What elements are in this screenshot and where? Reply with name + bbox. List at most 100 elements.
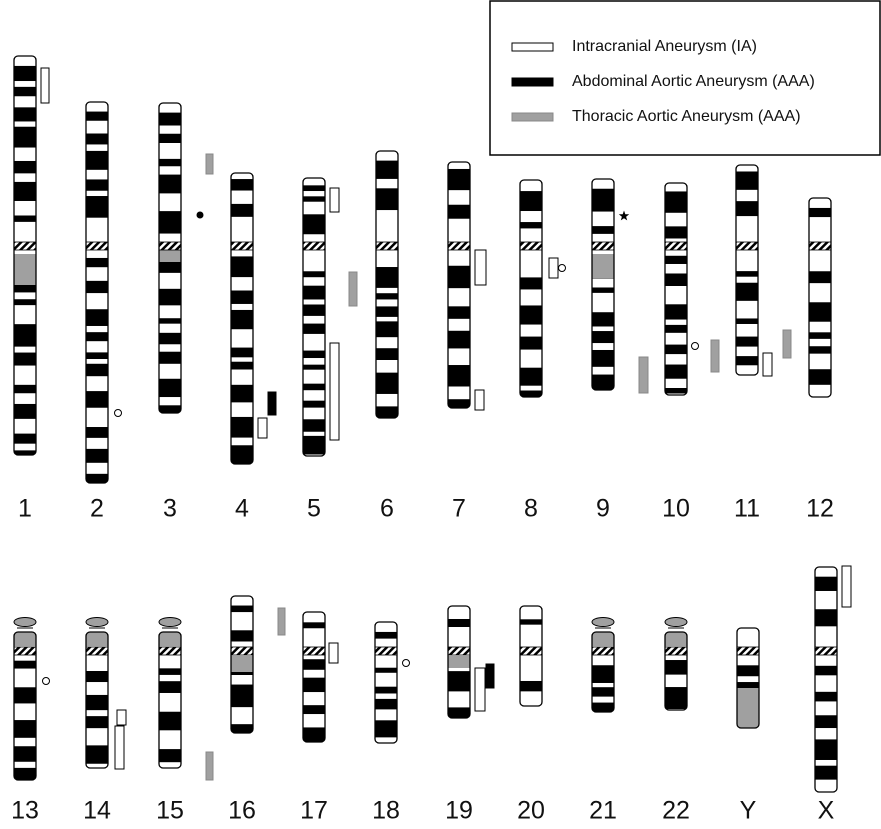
region-marker bbox=[349, 272, 357, 306]
chromosome bbox=[520, 606, 542, 706]
centromere bbox=[86, 242, 108, 250]
band bbox=[14, 353, 36, 366]
band bbox=[809, 332, 831, 339]
band bbox=[448, 205, 470, 219]
band bbox=[520, 337, 542, 350]
chromosome-label: 10 bbox=[662, 495, 690, 523]
centromere bbox=[665, 242, 687, 250]
band bbox=[86, 151, 108, 170]
chromosome bbox=[14, 618, 36, 781]
band bbox=[448, 619, 470, 627]
locus-circle bbox=[43, 678, 50, 685]
centromere bbox=[376, 242, 398, 250]
band bbox=[86, 449, 108, 463]
centromere bbox=[592, 242, 614, 250]
band bbox=[303, 384, 325, 391]
band bbox=[665, 191, 687, 212]
band bbox=[231, 606, 253, 613]
legend-swatch bbox=[512, 78, 553, 86]
band-gray bbox=[592, 254, 614, 278]
band bbox=[303, 351, 325, 358]
satellite bbox=[592, 618, 614, 627]
band bbox=[86, 474, 108, 483]
chromosome-label: 1 bbox=[18, 495, 32, 523]
band bbox=[665, 687, 687, 709]
band bbox=[159, 352, 181, 364]
band bbox=[159, 289, 181, 306]
band bbox=[736, 271, 758, 277]
centromere bbox=[86, 647, 108, 655]
satellite bbox=[14, 618, 36, 627]
band bbox=[303, 705, 325, 714]
centromere bbox=[375, 647, 397, 655]
band bbox=[231, 685, 253, 708]
centromere bbox=[665, 647, 687, 655]
band bbox=[14, 687, 36, 703]
band bbox=[86, 112, 108, 121]
band bbox=[159, 668, 181, 675]
band-gray bbox=[159, 250, 181, 262]
satellite bbox=[665, 618, 687, 627]
satellite bbox=[159, 618, 181, 627]
chromosome-label: 19 bbox=[445, 797, 473, 825]
band bbox=[14, 385, 36, 393]
band bbox=[14, 66, 36, 81]
band-gray bbox=[14, 254, 36, 285]
band bbox=[520, 391, 542, 397]
band bbox=[86, 364, 108, 376]
band bbox=[520, 681, 542, 691]
band bbox=[159, 211, 181, 233]
band bbox=[231, 417, 253, 438]
band bbox=[376, 306, 398, 316]
region-marker bbox=[330, 343, 339, 440]
band bbox=[303, 727, 325, 742]
band bbox=[376, 321, 398, 337]
band bbox=[14, 720, 36, 738]
band bbox=[592, 350, 614, 367]
band bbox=[159, 159, 181, 166]
band bbox=[815, 766, 837, 780]
legend-label: Thoracic Aortic Aneurysm (AAA) bbox=[572, 108, 801, 125]
band bbox=[231, 256, 253, 277]
region-marker bbox=[117, 710, 126, 725]
band bbox=[376, 348, 398, 360]
band bbox=[376, 373, 398, 394]
chromosome bbox=[159, 103, 181, 413]
band bbox=[592, 287, 614, 292]
band bbox=[14, 768, 36, 780]
band bbox=[592, 189, 614, 212]
band bbox=[303, 196, 325, 201]
region-marker bbox=[329, 643, 338, 663]
centromere bbox=[809, 242, 831, 250]
band bbox=[14, 127, 36, 148]
band bbox=[665, 388, 687, 393]
band bbox=[86, 391, 108, 408]
band bbox=[14, 299, 36, 305]
chromosome bbox=[736, 165, 758, 375]
band bbox=[592, 226, 614, 234]
chromosome bbox=[448, 606, 470, 718]
chromosome-label: 15 bbox=[156, 797, 184, 825]
band bbox=[448, 306, 470, 318]
chromosome-label: 11 bbox=[734, 495, 760, 523]
chromosome bbox=[231, 596, 253, 733]
legend-label: Abdominal Aortic Aneurysm (AAA) bbox=[572, 73, 815, 90]
chromosome bbox=[303, 612, 325, 742]
chromosome bbox=[159, 618, 181, 769]
band bbox=[14, 661, 36, 669]
band bbox=[14, 107, 36, 121]
region-marker bbox=[330, 188, 339, 212]
region-marker bbox=[475, 250, 486, 285]
region-marker bbox=[842, 566, 851, 607]
band-gray bbox=[665, 632, 687, 646]
centromere bbox=[303, 242, 325, 250]
band-gray bbox=[592, 632, 614, 646]
band bbox=[736, 356, 758, 365]
band bbox=[231, 291, 253, 304]
band bbox=[448, 365, 470, 386]
chromosome-label: 4 bbox=[235, 495, 249, 523]
region-marker bbox=[711, 340, 719, 372]
band bbox=[303, 436, 325, 455]
band bbox=[809, 369, 831, 385]
band-gray bbox=[86, 632, 108, 646]
